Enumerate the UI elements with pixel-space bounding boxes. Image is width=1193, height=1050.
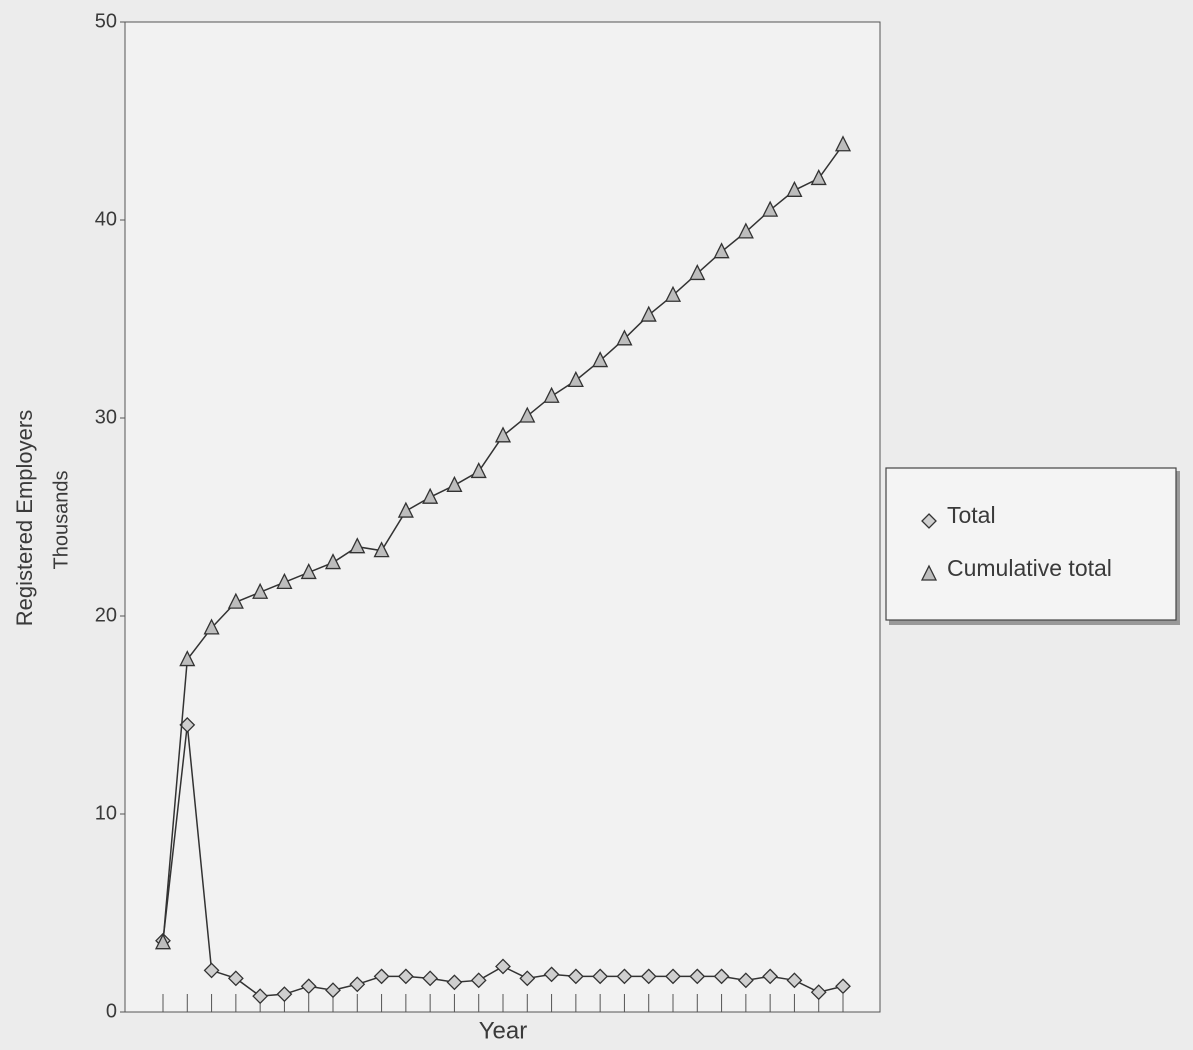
y-tick-label: 50: [95, 10, 117, 32]
diamond-marker: [713, 968, 730, 985]
diamond-marker: [276, 986, 293, 1003]
triangle-marker: [786, 180, 803, 197]
y-tick-label: 20: [95, 604, 117, 626]
triangle-marker: [737, 222, 754, 239]
triangle-marker: [713, 242, 730, 259]
triangle-marker: [640, 305, 657, 322]
triangle-marker: [664, 285, 682, 302]
triangle-marker: [519, 406, 536, 423]
triangle-marker: [689, 264, 706, 281]
triangle-marker: [920, 564, 938, 581]
triangle-marker: [154, 933, 172, 950]
triangle-marker: [834, 135, 852, 152]
triangle-marker: [349, 537, 366, 554]
diamond-marker: [689, 968, 706, 985]
triangle-marker: [373, 541, 390, 558]
triangle-marker: [543, 386, 560, 403]
triangle-marker: [762, 200, 779, 217]
y-axis-unit: Thousands: [50, 471, 72, 570]
diamond-marker: [640, 968, 657, 985]
diamond-marker: [227, 970, 244, 987]
triangle-marker: [567, 370, 584, 388]
diamond-marker: [737, 972, 754, 989]
diamond-marker: [252, 988, 269, 1005]
triangle-marker: [592, 351, 609, 368]
diamond-marker: [810, 984, 827, 1001]
triangle-marker: [446, 475, 463, 492]
diamond-marker: [373, 968, 390, 985]
x-axis-label: Year: [479, 1017, 528, 1044]
y-tick-label: 30: [95, 406, 117, 428]
triangle-marker: [324, 553, 342, 570]
triangle-marker: [276, 572, 293, 589]
diamond-marker: [567, 968, 584, 985]
triangle-marker: [300, 562, 317, 580]
diamond-marker: [519, 970, 536, 987]
diamond-marker: [325, 982, 341, 999]
diamond-marker: [592, 968, 609, 985]
legend: Total Cumulative total: [885, 467, 1180, 625]
legend-label: Total: [947, 502, 996, 528]
legend-label: Cumulative total: [947, 555, 1112, 581]
y-tick-label: 10: [95, 802, 117, 824]
diamond-marker: [397, 968, 414, 985]
triangle-marker: [397, 501, 414, 518]
diamond-marker: [446, 974, 463, 991]
triangle-marker: [494, 426, 512, 443]
y-tick-label: 0: [106, 1000, 117, 1022]
diamond-marker: [786, 972, 803, 989]
diamond-marker: [835, 978, 851, 995]
diamond-marker: [543, 966, 560, 983]
diamond-marker: [495, 958, 511, 975]
triangle-marker: [179, 650, 196, 667]
triangle-marker: [252, 582, 269, 599]
diamond-marker: [300, 978, 317, 995]
triangle-marker: [810, 168, 827, 186]
plot-area: [124, 21, 881, 1013]
triangle-marker: [227, 592, 244, 609]
legend-box: [885, 467, 1177, 621]
triangle-marker: [203, 618, 220, 635]
diamond-marker: [349, 976, 366, 993]
diamond-marker: [665, 968, 681, 985]
triangle-marker: [422, 487, 439, 504]
y-axis-label: Registered Employers: [12, 410, 37, 626]
diamond-marker: [470, 972, 487, 989]
triangle-marker: [616, 329, 633, 346]
diamond-marker: [422, 970, 439, 987]
diamond-marker: [616, 968, 633, 985]
y-tick-label: 40: [95, 208, 117, 230]
diamond-marker: [921, 513, 937, 529]
diamond-marker: [203, 962, 220, 979]
triangle-marker: [470, 462, 487, 479]
diamond-marker: [762, 968, 779, 985]
